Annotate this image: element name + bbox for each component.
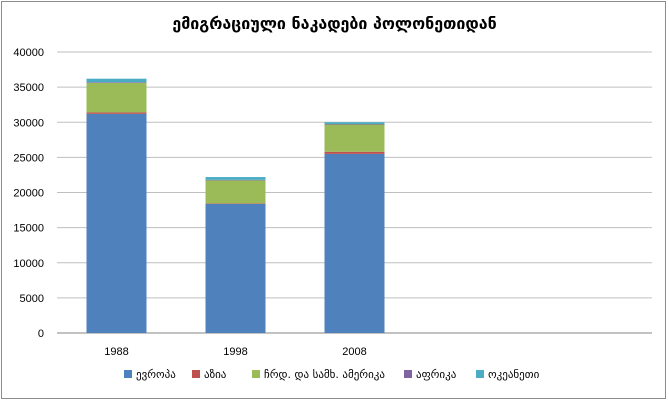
bar-segment <box>86 82 147 83</box>
bar-segment <box>205 203 266 204</box>
y-tick-label: 20000 <box>13 188 44 200</box>
legend-label: ჩრდ. და სამხ. ამერიკა <box>264 368 385 381</box>
x-tick-label: 1998 <box>223 346 247 358</box>
legend-swatch <box>404 370 412 378</box>
bar-segment <box>86 112 147 114</box>
legend-swatch <box>192 370 200 378</box>
bar-segment <box>86 113 147 333</box>
y-tick-label: 30000 <box>13 117 44 129</box>
bar-segment <box>86 82 147 113</box>
chart-title: ემიგრაციული ნაკადები პოლონეთიდან <box>172 14 497 33</box>
y-tick-label: 10000 <box>13 258 44 270</box>
legend-swatch <box>476 370 484 378</box>
y-tick-label: 5000 <box>20 293 44 305</box>
legend-swatch <box>252 370 260 378</box>
bar-segment <box>205 203 266 333</box>
y-tick-label: 35000 <box>13 82 44 94</box>
legend-label: აფრიკა <box>416 368 457 381</box>
bar-segment <box>324 153 385 333</box>
y-tick-label: 40000 <box>13 47 44 59</box>
y-tick-label: 25000 <box>13 152 44 164</box>
legend-label: აზია <box>204 368 227 381</box>
y-tick-label: 0 <box>38 328 44 340</box>
x-tick-label: 2008 <box>342 346 366 358</box>
bar-segment <box>324 124 385 125</box>
bar-segment <box>324 124 385 152</box>
bar-segment <box>205 180 266 204</box>
bar-segment <box>86 78 147 83</box>
bar-segment <box>205 177 266 180</box>
legend-label: ოკეანეთი <box>488 368 540 381</box>
bar-segment <box>324 122 385 125</box>
y-tick-label: 15000 <box>13 223 44 235</box>
bar-segment <box>205 179 266 181</box>
legend-swatch <box>124 370 132 378</box>
x-tick-label: 1988 <box>104 346 128 358</box>
bar-segment <box>324 151 385 154</box>
legend-label: ევროპა <box>136 368 176 381</box>
